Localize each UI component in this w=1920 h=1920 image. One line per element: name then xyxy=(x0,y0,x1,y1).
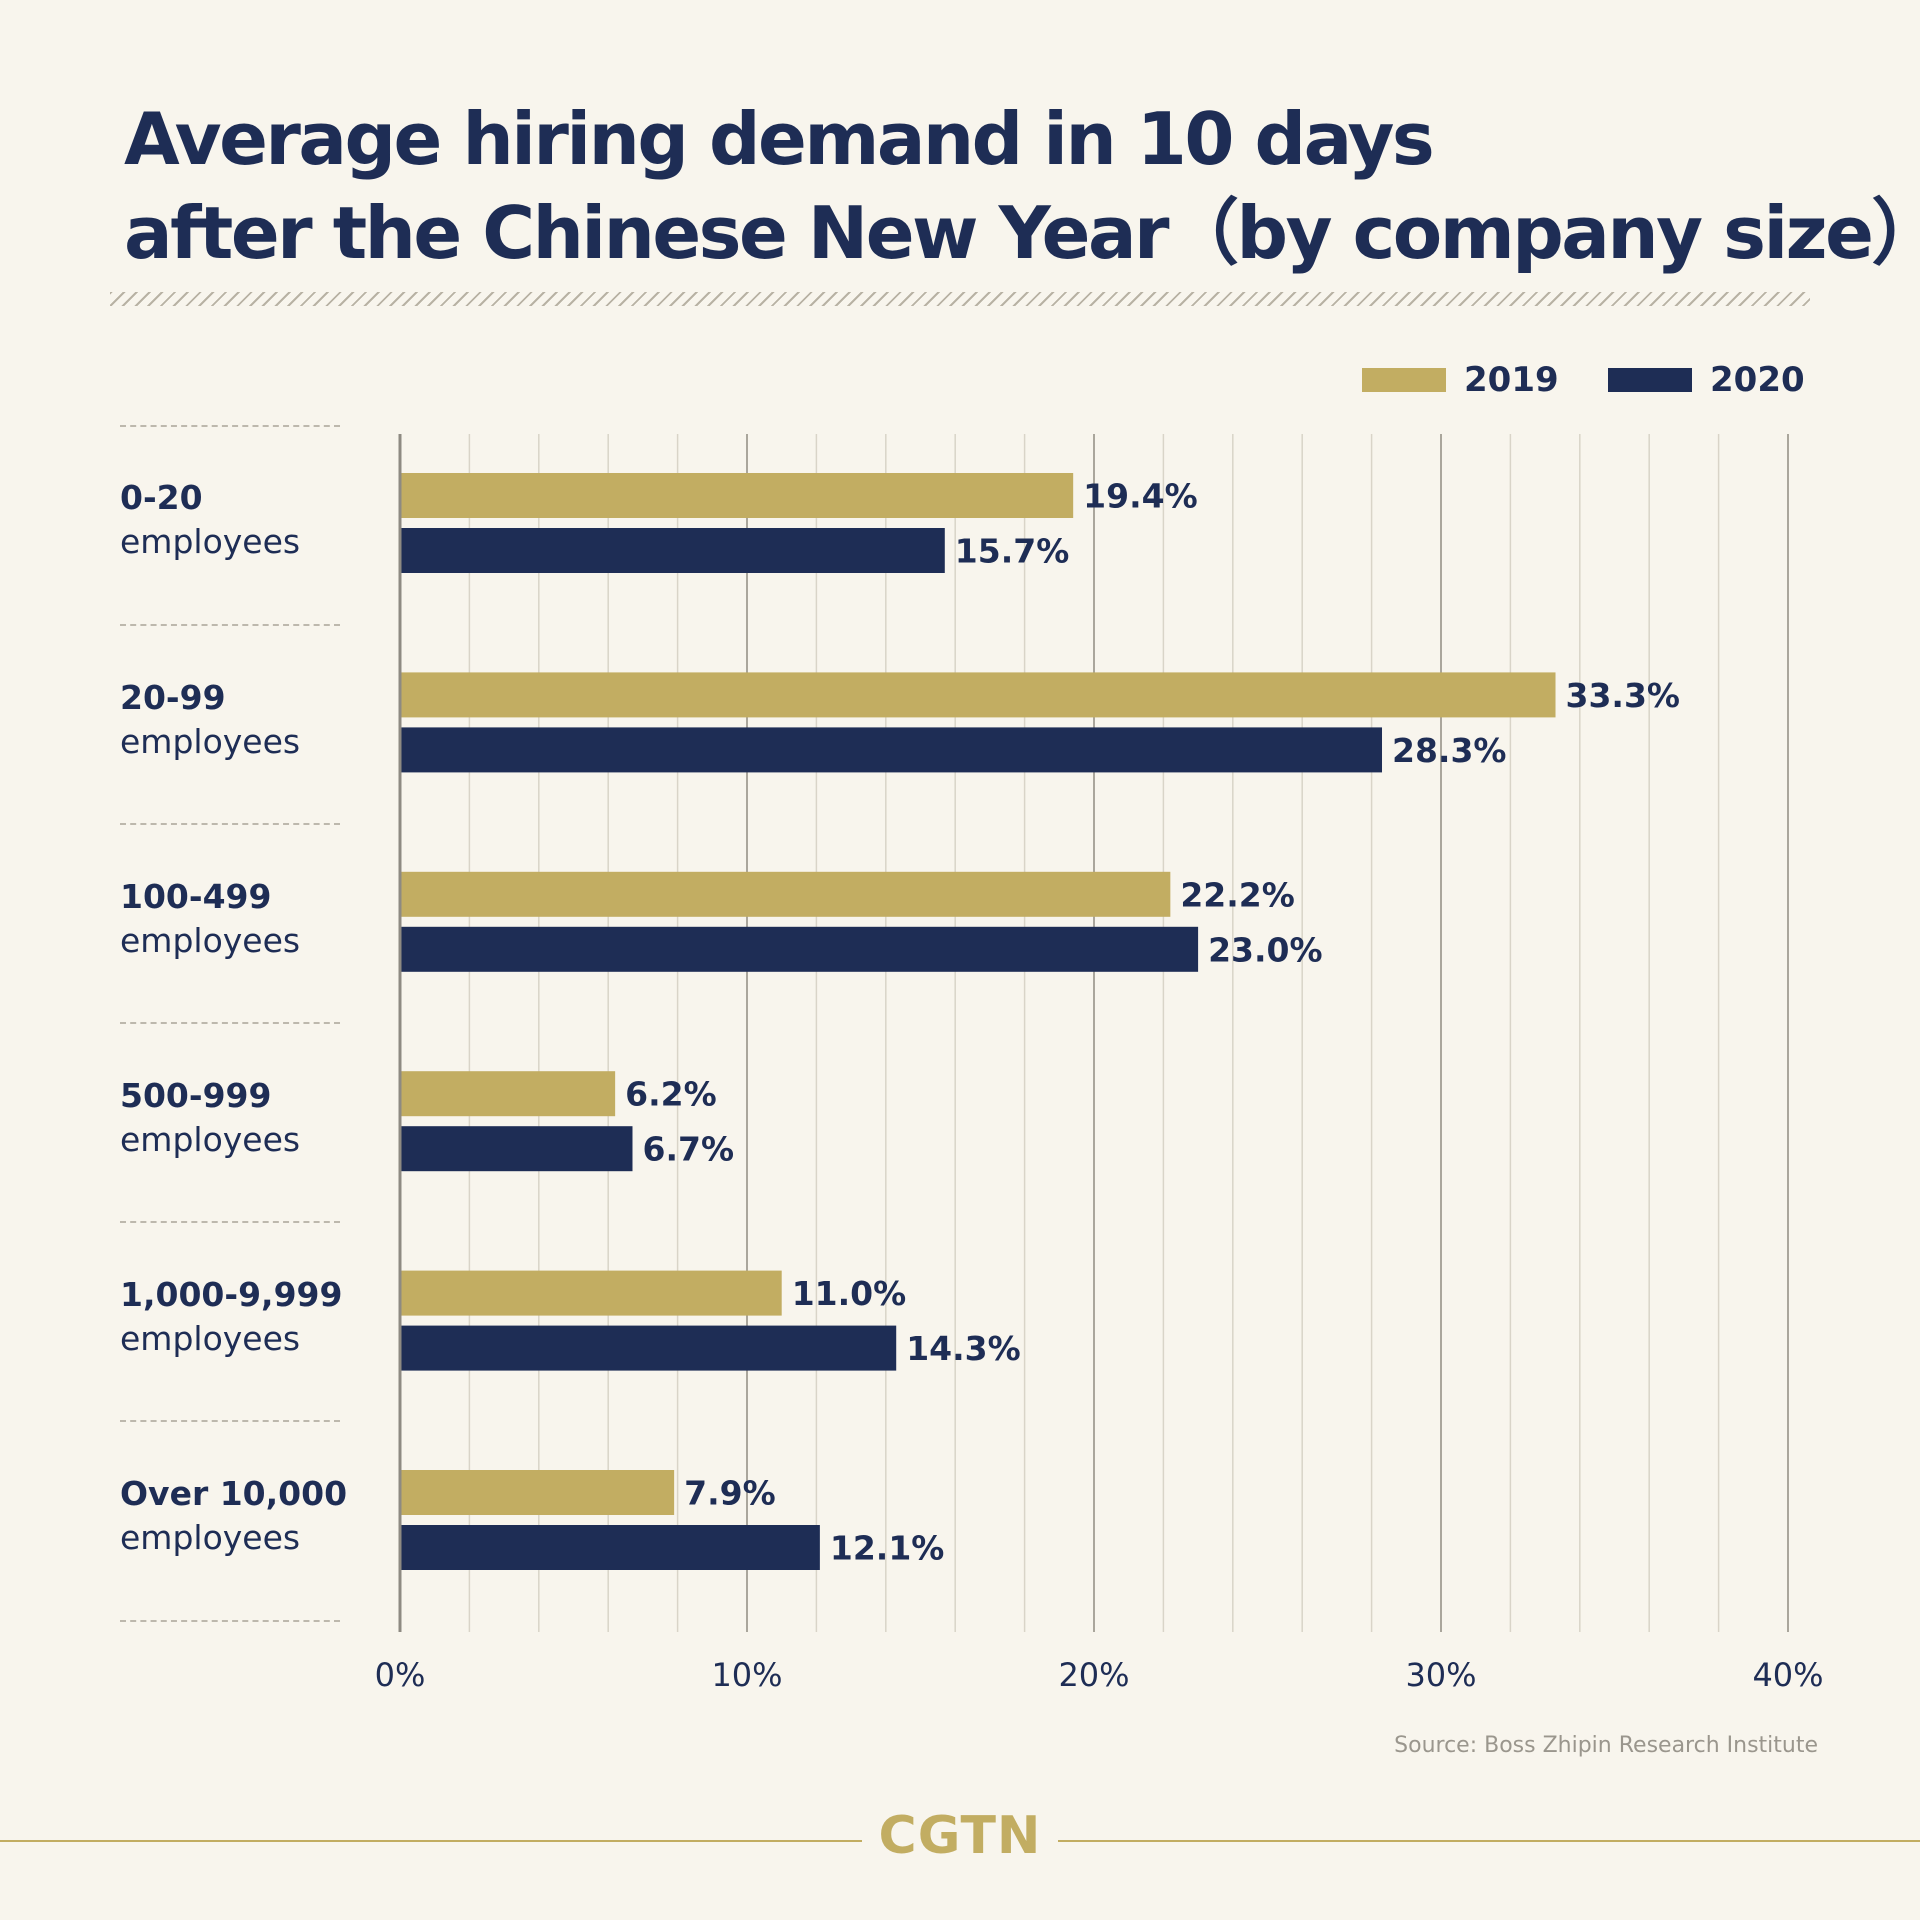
category-size: 20-99 xyxy=(120,678,226,717)
category-size: Over 10,000 xyxy=(120,1474,348,1513)
category-separator xyxy=(120,425,340,427)
category-label: 0-20 employees xyxy=(120,476,380,564)
bar-2019 xyxy=(400,672,1556,718)
category-size: 500-999 xyxy=(120,1076,272,1115)
category-unit: employees xyxy=(120,1518,301,1557)
footer-rule-right xyxy=(1058,1840,1920,1842)
bar-2020 xyxy=(400,528,945,573)
data-label-2020: 23.0% xyxy=(1208,930,1323,969)
bar-2020 xyxy=(400,727,1383,773)
category-unit: employees xyxy=(120,1319,301,1358)
data-label-2020: 14.3% xyxy=(906,1329,1021,1368)
title-line-2: after the Chinese New Year（by company si… xyxy=(124,191,1920,275)
data-label-2020: 12.1% xyxy=(830,1529,945,1568)
category-label: 20-99 employees xyxy=(120,676,380,764)
data-label-2020: 15.7% xyxy=(955,532,1070,571)
data-label-2019: 7.9% xyxy=(684,1474,776,1513)
bar-2020 xyxy=(400,1525,820,1570)
bar-2020 xyxy=(400,926,1199,972)
category-unit: employees xyxy=(120,1120,301,1159)
legend-item-2020: 2020 xyxy=(1608,360,1805,400)
data-label-2020: 28.3% xyxy=(1392,731,1507,770)
title-line-1: Average hiring demand in 10 days xyxy=(124,97,1435,181)
category-label: Over 10,000 employees xyxy=(120,1472,380,1560)
category-unit: employees xyxy=(120,522,301,561)
bar-2020 xyxy=(400,1126,633,1172)
bar-2020 xyxy=(400,1325,897,1371)
chart-title: Average hiring demand in 10 days after t… xyxy=(124,92,1920,280)
bar-2019 xyxy=(400,1270,782,1316)
category-size: 0-20 xyxy=(120,478,203,517)
x-tick-label: 0% xyxy=(375,1656,426,1694)
data-label-2019: 11.0% xyxy=(792,1274,907,1313)
x-tick-label: 10% xyxy=(711,1656,782,1694)
data-label-2019: 22.2% xyxy=(1180,875,1295,914)
bar-2019 xyxy=(400,871,1171,917)
legend-item-2019: 2019 xyxy=(1362,360,1559,400)
legend-swatch-2020 xyxy=(1608,368,1692,392)
category-size: 100-499 xyxy=(120,877,272,916)
footer-rule-left xyxy=(0,1840,862,1842)
data-label-2019: 33.3% xyxy=(1566,676,1681,715)
category-separator xyxy=(120,1420,340,1422)
category-separator xyxy=(120,1620,340,1622)
x-tick-label: 40% xyxy=(1752,1656,1823,1694)
category-label: 100-499 employees xyxy=(120,875,380,963)
data-label-2019: 6.2% xyxy=(625,1075,717,1114)
category-unit: employees xyxy=(120,722,301,761)
hatched-divider xyxy=(110,292,1810,306)
legend-label-2019: 2019 xyxy=(1464,360,1559,400)
category-separator xyxy=(120,624,340,626)
category-separator xyxy=(120,823,340,825)
x-tick-label: 30% xyxy=(1405,1656,1476,1694)
bar-chart: 0% 10% 20% 30% 40% 19.4% 33.3% 22.2% 6.2% 11.0% 7.… xyxy=(375,434,1824,1694)
category-separator xyxy=(120,1022,340,1024)
bar-2019 xyxy=(400,1071,616,1117)
category-size: 1,000-9,999 xyxy=(120,1275,343,1314)
source-note: Source: Boss Zhipin Research Institute xyxy=(1394,1733,1818,1758)
legend-swatch-2019 xyxy=(1362,368,1446,392)
category-separator xyxy=(120,1221,340,1223)
category-label: 1,000-9,999 employees xyxy=(120,1273,380,1361)
cgtn-logo: CGTN xyxy=(878,1806,1042,1866)
data-label-2019: 19.4% xyxy=(1083,477,1198,516)
category-label: 500-999 employees xyxy=(120,1074,380,1162)
legend-label-2020: 2020 xyxy=(1710,360,1805,400)
category-unit: employees xyxy=(120,921,301,960)
data-label-2020: 6.7% xyxy=(642,1130,734,1169)
bar-2019 xyxy=(400,473,1074,518)
x-tick-label: 20% xyxy=(1058,1656,1129,1694)
bar-2019 xyxy=(400,1470,675,1515)
